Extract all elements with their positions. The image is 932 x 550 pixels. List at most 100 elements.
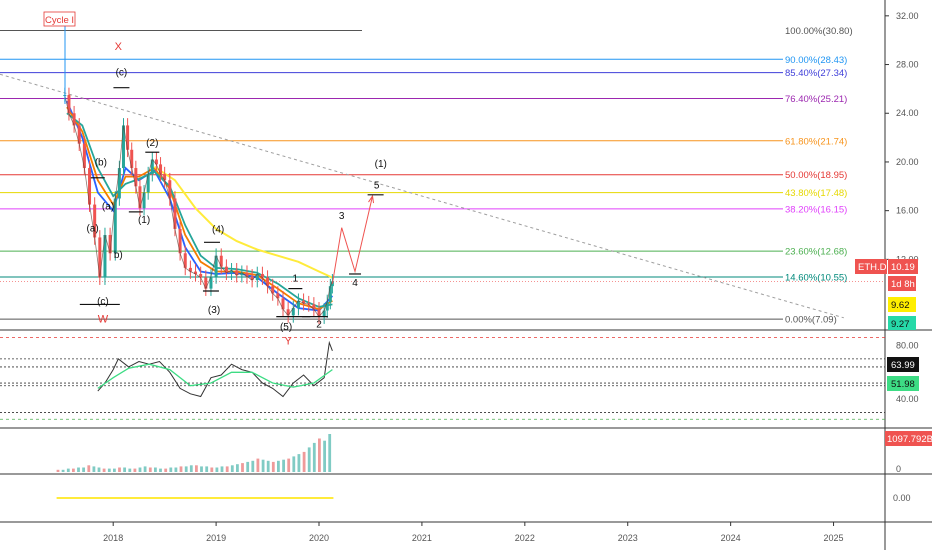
price-candle bbox=[260, 273, 264, 278]
volume-bar bbox=[266, 460, 270, 472]
volume-bar bbox=[210, 467, 214, 472]
rsi-tick-label: 80.00 bbox=[896, 340, 919, 350]
price-candle bbox=[199, 273, 203, 278]
projection-path bbox=[331, 195, 373, 284]
price-candle bbox=[281, 298, 285, 310]
price-candle bbox=[183, 253, 187, 268]
time-tick-label: 2021 bbox=[412, 533, 432, 543]
countdown-badge-bg bbox=[888, 276, 916, 291]
price-tick-label: 20.00 bbox=[896, 157, 919, 167]
wave-label: 3 bbox=[339, 211, 345, 222]
wave-label: (1) bbox=[138, 215, 150, 226]
price-candle bbox=[307, 303, 311, 305]
rsi-pane: 80.00 40.00 bbox=[0, 336, 919, 420]
price-candle bbox=[130, 149, 134, 169]
volume-bar bbox=[128, 468, 132, 472]
wave-label: (c) bbox=[97, 296, 109, 307]
price-candle bbox=[168, 180, 172, 199]
volume-bar bbox=[179, 466, 183, 472]
price-candle bbox=[286, 309, 290, 316]
wave-label: (b) bbox=[95, 158, 107, 169]
price-candle bbox=[325, 301, 329, 311]
rsi-value-badge: 63.99 bbox=[891, 360, 915, 371]
volume-badge-bg bbox=[885, 431, 932, 446]
price-candle bbox=[188, 267, 192, 272]
wave-label: (5) bbox=[280, 322, 292, 333]
fib-label: 85.40%(27.34) bbox=[785, 68, 847, 79]
symbol-badge-bg bbox=[855, 259, 887, 274]
volume-bar bbox=[169, 467, 173, 472]
wave-label: 2 bbox=[316, 320, 322, 331]
cycle-wave-mark: W bbox=[98, 314, 109, 326]
volume-bar bbox=[133, 468, 137, 472]
price-candle bbox=[173, 198, 177, 229]
fib-label: 23.60%(12.68) bbox=[785, 247, 847, 258]
ma-yellow-badge-bg bbox=[888, 297, 916, 312]
fib-label: 43.80%(17.48) bbox=[785, 188, 847, 199]
moving-average-line bbox=[153, 165, 333, 279]
price-candle bbox=[121, 125, 125, 169]
fib-retracement: 100.00%(30.80) 90.00%(28.43) 85.40%(27.34)… bbox=[0, 26, 885, 326]
cycle-wave-mark: X bbox=[115, 41, 123, 53]
volume-bar bbox=[215, 467, 219, 472]
symbol-badge: ETH.D bbox=[858, 262, 887, 273]
volume-bar bbox=[174, 467, 178, 472]
volume-bar bbox=[189, 465, 193, 472]
wave-label: (a) bbox=[102, 201, 114, 212]
volume-bar bbox=[138, 467, 142, 472]
volume-bar bbox=[143, 466, 147, 472]
price-candle bbox=[138, 186, 142, 209]
volume-bar bbox=[123, 467, 126, 472]
price-tick-label: 32.00 bbox=[896, 11, 919, 21]
cycle-label: Cycle I bbox=[45, 15, 74, 26]
price-candle bbox=[72, 113, 76, 126]
volume-bar bbox=[246, 461, 250, 472]
fib-label: 76.40%(25.21) bbox=[785, 94, 847, 105]
price-candle bbox=[150, 159, 154, 175]
volume-bar bbox=[72, 468, 75, 472]
lower-tick-label: 0.00 bbox=[893, 493, 911, 503]
price-candle bbox=[163, 174, 167, 181]
price-badge: 10.19 bbox=[891, 262, 915, 273]
price-badge-bg bbox=[888, 259, 918, 274]
price-candle bbox=[240, 272, 244, 276]
rsi-value-badge-bg bbox=[887, 357, 919, 372]
volume-bar bbox=[92, 466, 96, 472]
price-candle bbox=[117, 168, 121, 199]
volume-bar bbox=[97, 467, 101, 472]
price-badges: ETH.D 10.19 1d 8h 9.62 9.27 63.99 51.98 … bbox=[855, 259, 932, 446]
volume-bar bbox=[77, 467, 80, 472]
volume-bar bbox=[251, 460, 255, 472]
price-candle bbox=[317, 309, 321, 317]
rsi-signal-line bbox=[97, 363, 333, 389]
wave-label: (c) bbox=[116, 67, 128, 78]
volume-bar bbox=[271, 461, 275, 472]
volume-bar bbox=[230, 465, 234, 472]
wave-labels: (c) (2) (b) (a) (a) (1) b) (4) (c) (3) 1 (5) 2 (1) 5 3 4… bbox=[86, 41, 386, 348]
rsi-tick-label: 40.00 bbox=[896, 394, 919, 404]
price-candle bbox=[250, 276, 254, 281]
volume-bar bbox=[297, 454, 301, 472]
fib-label: 100.00%(30.80) bbox=[785, 26, 853, 37]
volume-bar bbox=[195, 465, 198, 472]
lower-pane: 0.00 bbox=[56, 493, 911, 503]
price-candle bbox=[103, 235, 107, 278]
price-line bbox=[64, 94, 333, 318]
wave-label: 1 bbox=[293, 273, 299, 284]
moving-average-line bbox=[66, 112, 333, 308]
fib-label: 38.20%(16.15) bbox=[785, 204, 847, 215]
wave-label: b) bbox=[114, 250, 123, 261]
volume-bar bbox=[107, 468, 111, 472]
time-tick-label: 2022 bbox=[515, 533, 535, 543]
price-tick-label: 24.00 bbox=[896, 108, 919, 118]
volume-bar bbox=[66, 468, 70, 472]
time-tick-label: 2024 bbox=[721, 533, 741, 543]
projection-arrow bbox=[368, 194, 375, 204]
price-candle bbox=[108, 235, 112, 254]
price-candle bbox=[271, 286, 275, 294]
price-candle bbox=[296, 300, 300, 309]
wave-label: 5 bbox=[374, 181, 380, 192]
price-candle bbox=[77, 125, 81, 144]
price-candle bbox=[330, 281, 334, 287]
